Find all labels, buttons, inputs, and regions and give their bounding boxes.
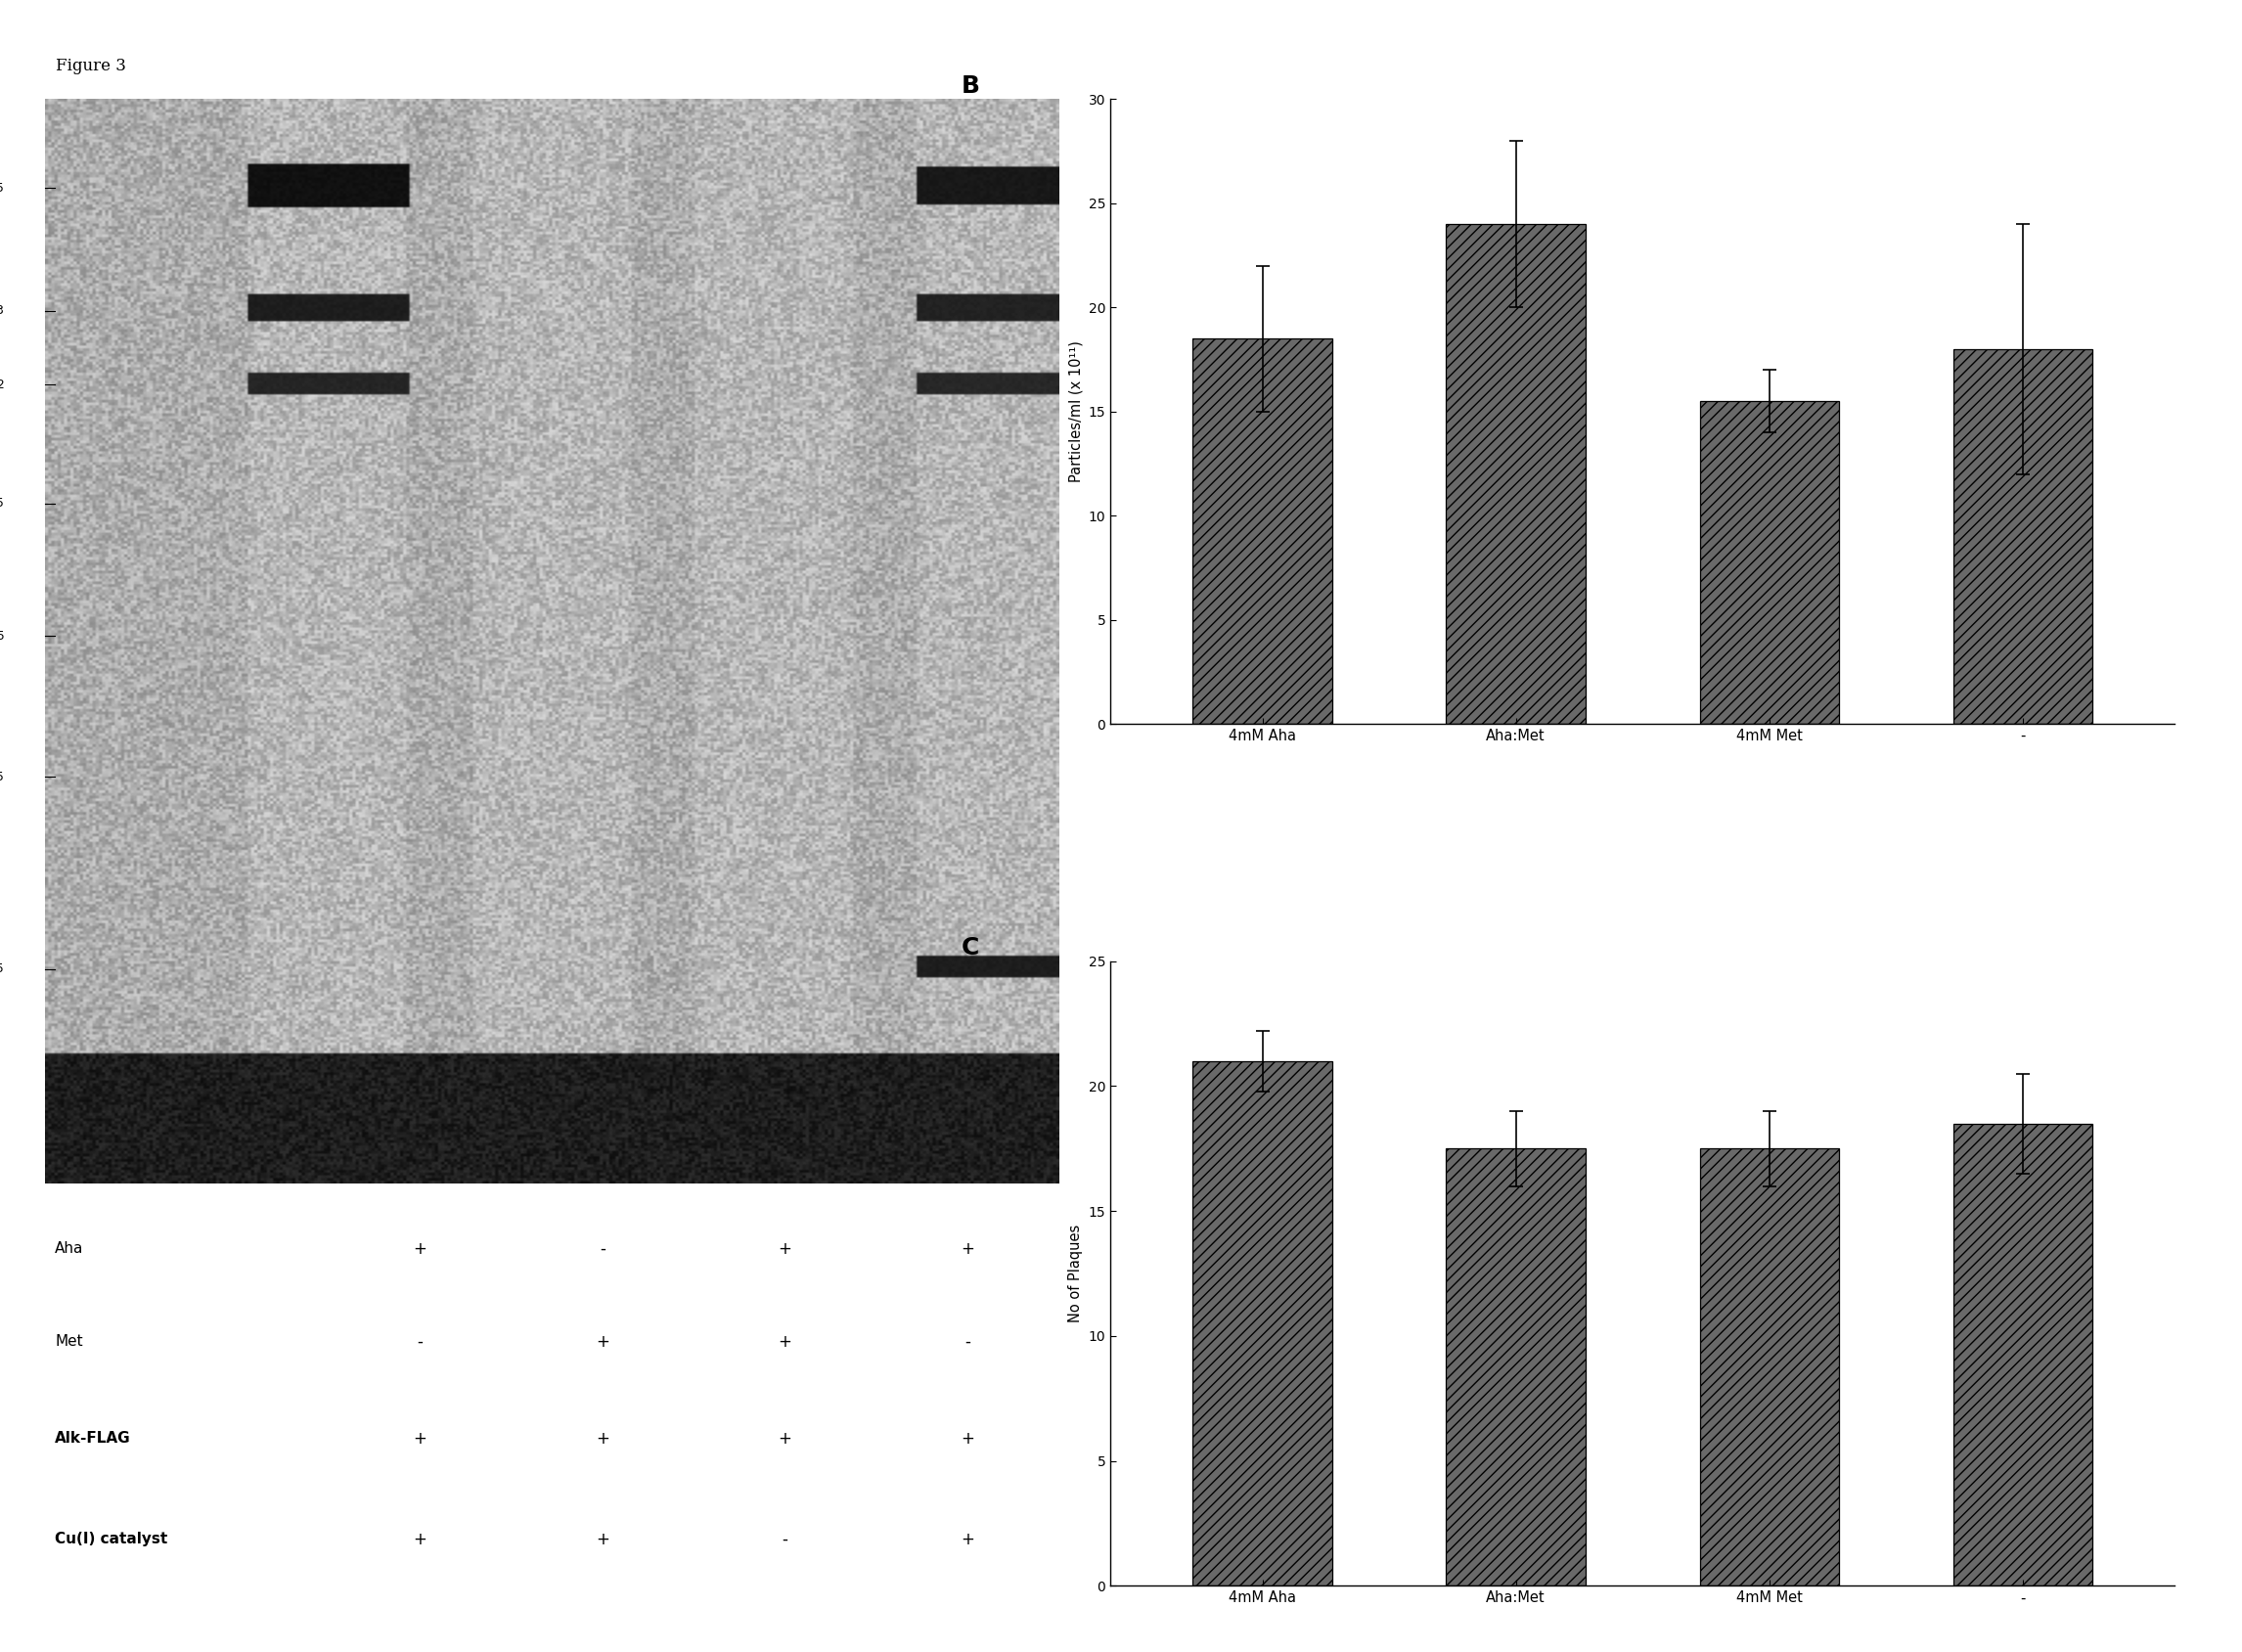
Text: 175: 175: [0, 182, 4, 195]
Text: -: -: [964, 1333, 971, 1351]
Bar: [1699, 401, 1838, 724]
Text: +: +: [960, 1431, 973, 1447]
Y-axis label: No of Plaques: No of Plaques: [1069, 1224, 1083, 1323]
Text: 16.5: 16.5: [0, 963, 4, 975]
Text: Aha: Aha: [56, 1242, 83, 1256]
Text: 25: 25: [0, 771, 4, 783]
Text: C: C: [962, 937, 980, 960]
Text: +: +: [413, 1531, 426, 1548]
Text: +: +: [596, 1431, 610, 1447]
Text: +: +: [413, 1431, 426, 1447]
Text: 32.5: 32.5: [0, 629, 4, 643]
Text: B: B: [962, 74, 980, 97]
Text: Alk-FLAG: Alk-FLAG: [56, 1431, 130, 1446]
Text: Figure 3: Figure 3: [56, 58, 126, 74]
Bar: [1446, 1148, 1585, 1586]
Y-axis label: Particles/ml (x 10¹¹): Particles/ml (x 10¹¹): [1069, 340, 1083, 482]
Bar: [1953, 349, 2092, 724]
Text: 47.5: 47.5: [0, 497, 4, 510]
Text: +: +: [778, 1431, 791, 1447]
Text: +: +: [778, 1333, 791, 1351]
Bar: [1193, 1061, 1332, 1586]
Bar: [1699, 1148, 1838, 1586]
Bar: [1953, 1123, 2092, 1586]
Text: +: +: [960, 1241, 973, 1257]
Text: -: -: [782, 1531, 787, 1548]
Text: +: +: [596, 1333, 610, 1351]
Text: 83: 83: [0, 304, 4, 317]
Bar: [1193, 339, 1332, 724]
Text: +: +: [960, 1531, 973, 1548]
Text: -: -: [599, 1241, 605, 1257]
Text: +: +: [413, 1241, 426, 1257]
Text: -: -: [417, 1333, 424, 1351]
Text: Cu(I) catalyst: Cu(I) catalyst: [56, 1531, 168, 1546]
Text: 62: 62: [0, 378, 4, 392]
Bar: [1446, 225, 1585, 724]
Text: Met: Met: [56, 1335, 83, 1350]
Text: +: +: [596, 1531, 610, 1548]
Text: +: +: [778, 1241, 791, 1257]
